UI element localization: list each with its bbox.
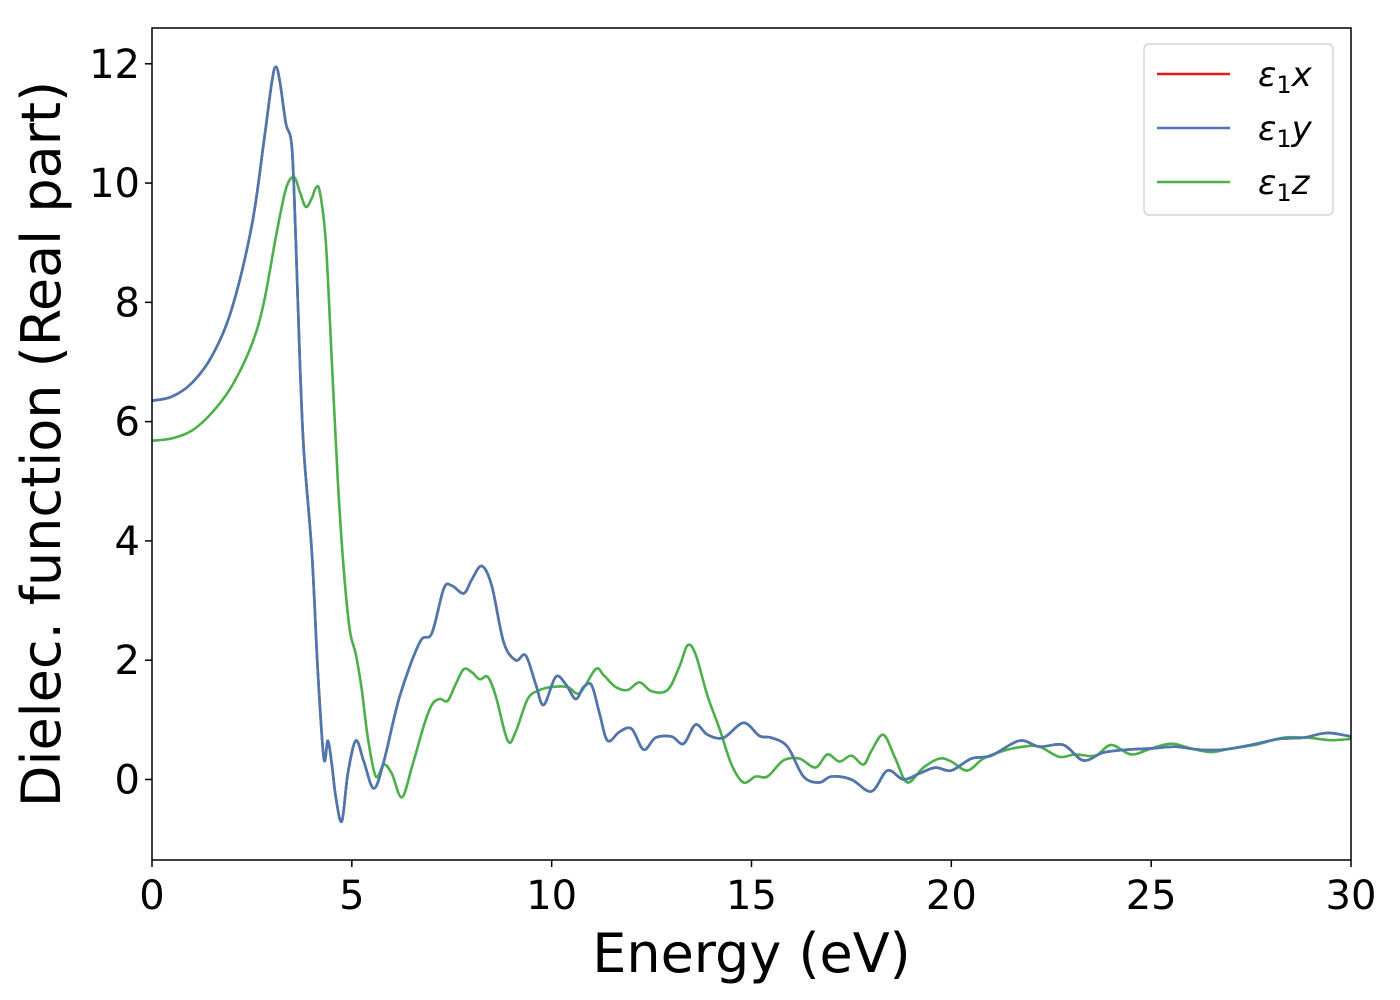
y-tick-label: 8 <box>115 280 140 326</box>
legend-entry-y: ε1y <box>1157 109 1313 153</box>
y-tick-label: 10 <box>89 161 140 207</box>
y-tick-label: 2 <box>115 638 140 684</box>
x-tick-label: 20 <box>926 873 977 919</box>
legend-entry-x: ε1x <box>1157 55 1313 99</box>
legend-label-suffix: y <box>1291 109 1313 149</box>
x-axis-label: Energy (eV) <box>592 922 911 985</box>
legend-box <box>1143 43 1334 216</box>
legend-label-main: ε <box>1258 163 1276 203</box>
x-tick-label: 15 <box>726 873 777 919</box>
x-tick-label: 30 <box>1326 873 1377 919</box>
y-axis-ticks: 0 2 4 6 8 10 12 <box>89 42 152 803</box>
x-axis-ticks: 0 5 10 15 20 25 30 <box>139 860 1376 919</box>
legend-label-subscript: 1 <box>1276 71 1291 99</box>
legend-entry-z: ε1z <box>1157 163 1311 207</box>
legend-label: ε1z <box>1258 163 1311 207</box>
y-tick-label: 12 <box>89 42 140 88</box>
series-line-y <box>152 65 1351 824</box>
y-tick-label: 0 <box>115 757 140 803</box>
series-line-z <box>152 175 1351 799</box>
legend-label-subscript: 1 <box>1276 179 1291 207</box>
plot-lines <box>152 65 1351 824</box>
y-tick-label: 4 <box>115 519 140 565</box>
legend-label: ε1y <box>1258 109 1313 153</box>
legend-label-subscript: 1 <box>1276 125 1291 153</box>
legend-label-main: ε <box>1258 55 1276 95</box>
legend-label: ε1x <box>1258 55 1313 99</box>
legend-label-main: ε <box>1258 109 1276 149</box>
legend-label-suffix: z <box>1291 163 1311 203</box>
x-tick-label: 0 <box>139 873 164 919</box>
y-axis-label: Dielec. function (Real part) <box>10 81 73 807</box>
y-tick-label: 6 <box>115 400 140 446</box>
x-tick-label: 10 <box>526 873 577 919</box>
x-tick-label: 5 <box>339 873 364 919</box>
x-tick-label: 25 <box>1126 873 1177 919</box>
legend-label-suffix: x <box>1291 55 1313 95</box>
